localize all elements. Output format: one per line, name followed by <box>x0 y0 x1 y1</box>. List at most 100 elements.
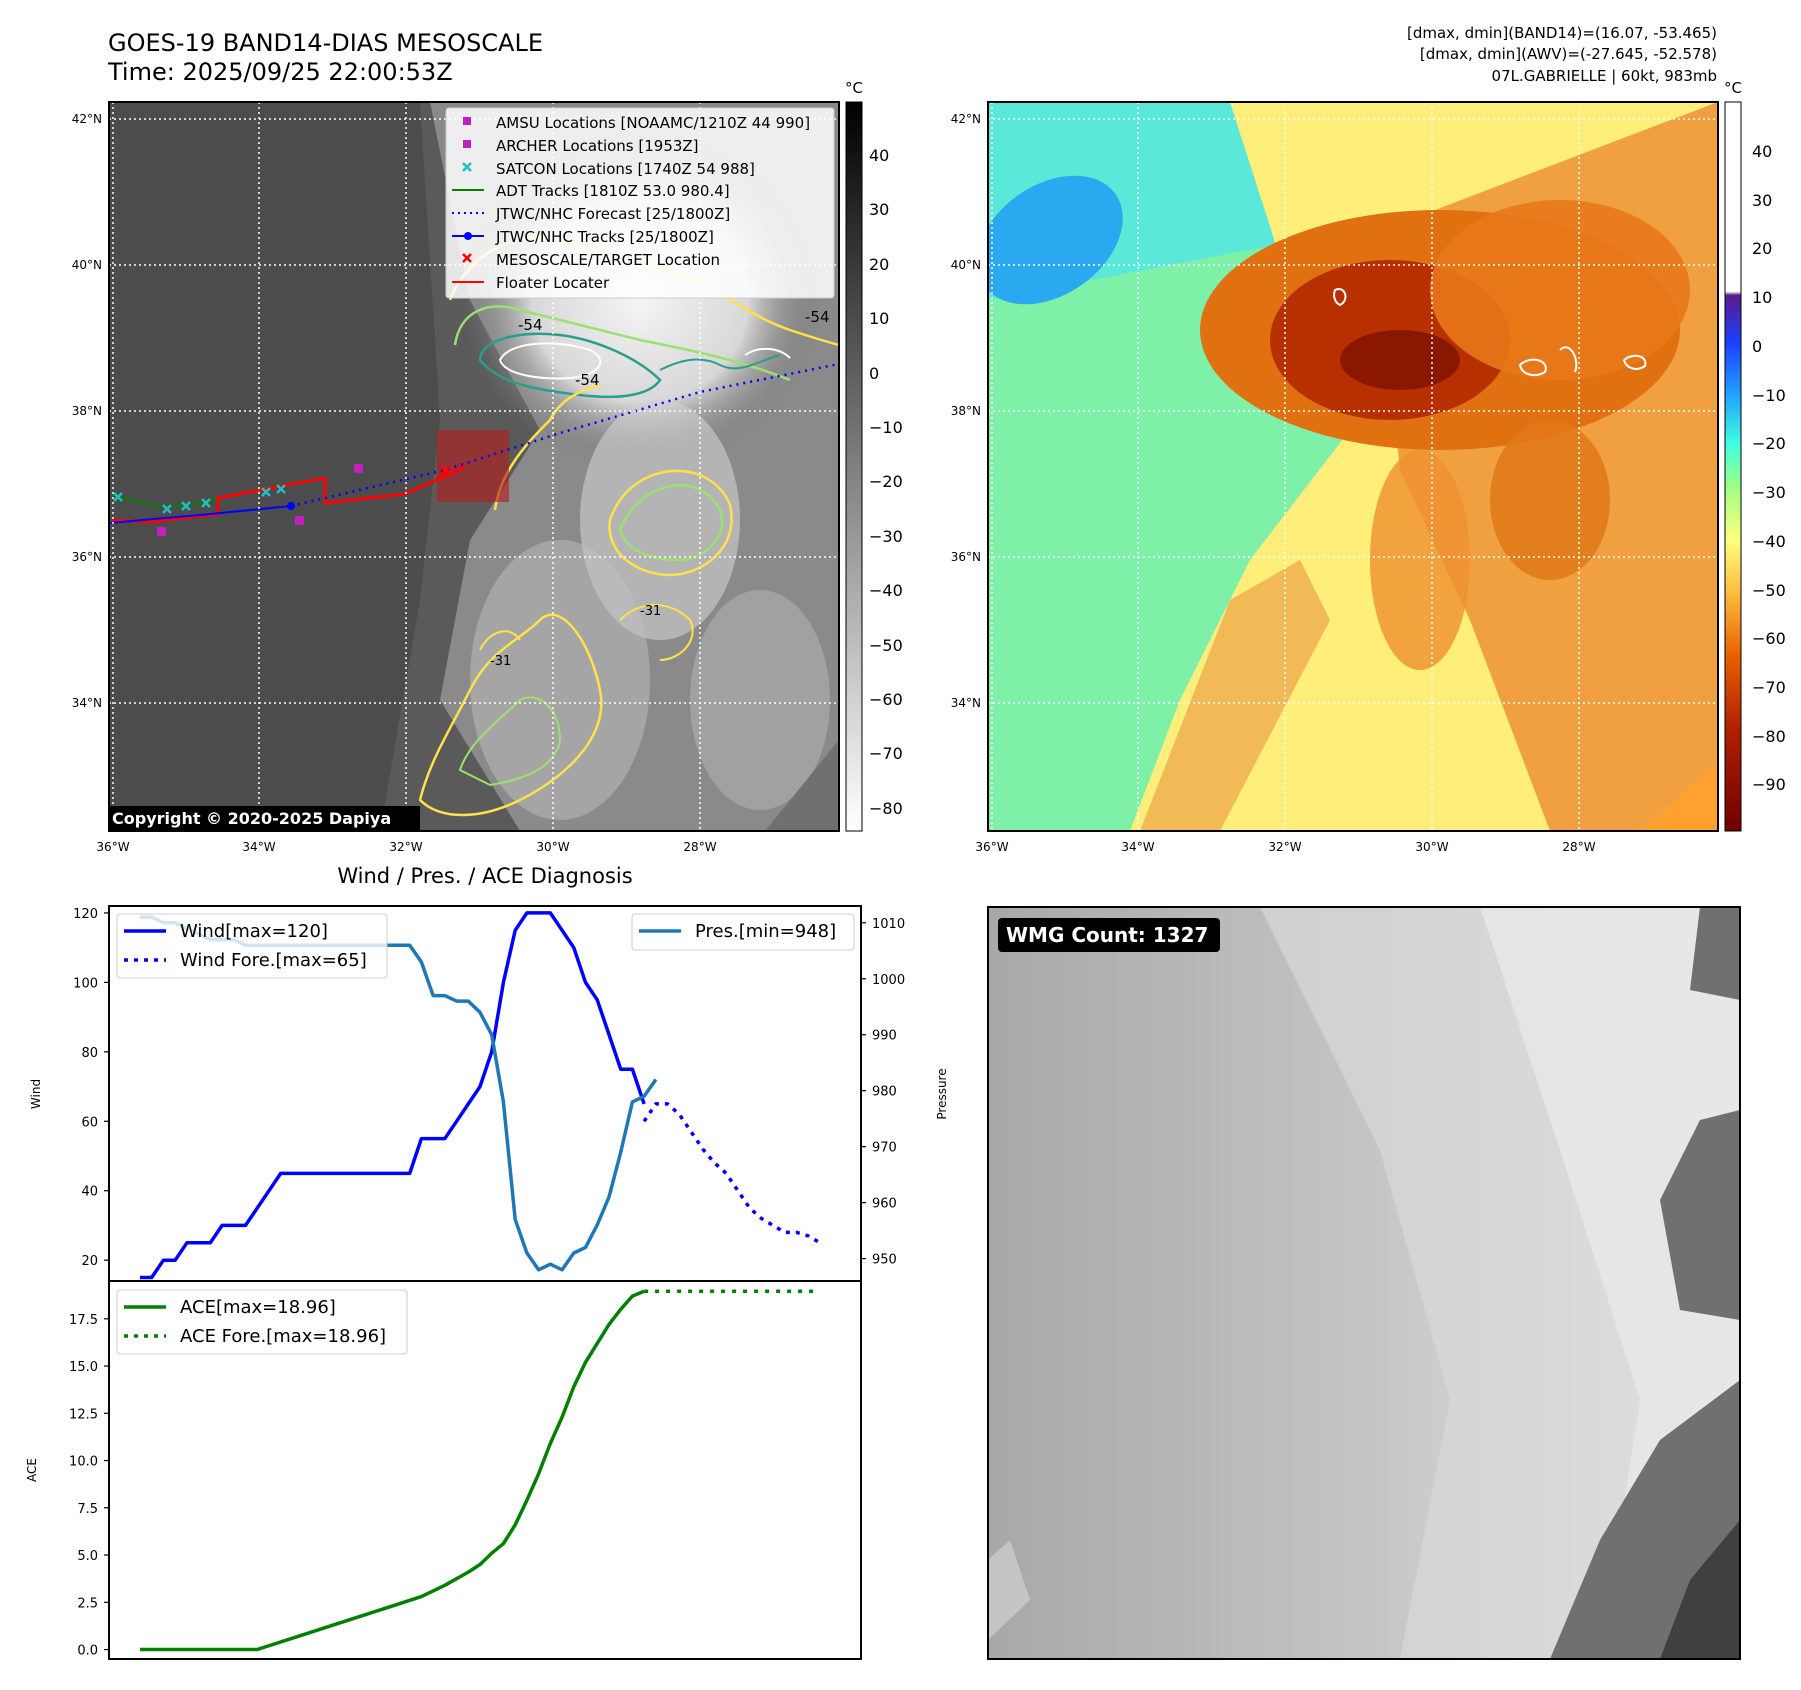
contour-label: -54 <box>575 371 600 389</box>
wmg-panel: WMG Count: 1327 <box>987 906 1741 1660</box>
colorbar-tick: 0 <box>1752 337 1762 356</box>
lat-label: 40°N <box>951 258 981 272</box>
pressure-axis-label: Pressure <box>935 1068 949 1119</box>
colorbar-tick: 20 <box>869 255 889 274</box>
gray-colorbar: °C 40 30 20 10 0 −10 −20 −30 −40 −50 −60… <box>845 79 903 832</box>
lon-label: 36°W <box>96 840 129 854</box>
lon-label: 30°W <box>1415 840 1448 854</box>
jtwc-forecast-track <box>290 362 839 508</box>
awv-range: [dmax, dmin](AWV)=(-27.645, -52.578) <box>1420 45 1717 63</box>
colorbar-tick: −40 <box>869 581 903 600</box>
legend-archer-marker <box>463 140 471 148</box>
jtwc-track <box>109 505 292 524</box>
legend-ace: ACE[max=18.96] <box>180 1297 336 1318</box>
ace-tick-label: 15.0 <box>69 1360 98 1375</box>
lat-label: 38°N <box>72 404 102 418</box>
gray-colorbar-unit: °C <box>845 79 863 97</box>
colorbar-tick: −70 <box>869 744 903 763</box>
ace-tick-label: 7.5 <box>77 1502 98 1517</box>
ace-tick-label: 2.5 <box>77 1596 98 1611</box>
pressure-legend: Pres.[min=948] <box>631 913 855 951</box>
lat-label: 42°N <box>72 112 102 126</box>
colorbar-tick: −30 <box>1752 483 1786 502</box>
ace-tick-label: 12.5 <box>69 1407 98 1422</box>
legend-item-amsu: AMSU Locations [NOAAMC/1210Z 44 990] <box>496 114 810 132</box>
colorbar-tick: 0 <box>869 364 879 383</box>
wind-ticks: 20 40 60 80 100 120 <box>73 907 109 1269</box>
ace-ticks: 0.0 2.5 5.0 7.5 10.0 12.5 15.0 17.5 <box>69 1313 109 1659</box>
lon-label: 30°W <box>536 840 569 854</box>
pressure-tick-label: 1000 <box>872 973 905 988</box>
colorbar-tick: −10 <box>869 418 903 437</box>
ir-map-panel: -54 -54 -54 -31 -31 <box>72 101 840 854</box>
legend-pres: Pres.[min=948] <box>695 921 836 942</box>
copyright-text: Copyright © 2020-2025 Dapiya <box>112 809 391 828</box>
colorbar-tick: −80 <box>1752 727 1786 746</box>
legend-item-floater: Floater Locater <box>496 274 610 292</box>
series-wind-line <box>140 911 646 1280</box>
color-colorbar-unit: °C <box>1724 79 1742 97</box>
color-map-panel: 42°N 40°N 38°N 36°N 34°N 36°W 34°W 32°W … <box>951 101 1719 854</box>
series-ace-line <box>140 1289 645 1652</box>
colorbar-tick: −50 <box>1752 581 1786 600</box>
wind-axis-label: Wind <box>29 1079 43 1109</box>
colorbar-tick: −20 <box>1752 434 1786 453</box>
lat-label: 34°N <box>72 696 102 710</box>
wind-legend: Wind[max=120] Wind Fore.[max=65] <box>116 913 388 979</box>
pressure-tick-label: 950 <box>872 1253 897 1268</box>
wind-tick-label: 60 <box>81 1115 98 1130</box>
pressure-ticks: 950 960 970 980 990 1000 1010 <box>861 917 905 1268</box>
legend-item-satcon: SATCON Locations [1740Z 54 988] <box>496 160 755 178</box>
ace-chart: ACE 0.0 2.5 5.0 7.5 10.0 12.5 15.0 17.5 ACE[max… <box>25 1280 862 1660</box>
amsu-marker <box>157 527 166 536</box>
wind-tick-label: 20 <box>81 1254 98 1269</box>
satcon-markers <box>113 484 286 514</box>
colorbar-tick: −10 <box>1752 386 1786 405</box>
mesoscale-target-box <box>437 430 509 502</box>
colorbar-tick: −90 <box>1752 775 1786 794</box>
legend-item-target: MESOSCALE/TARGET Location <box>496 251 720 269</box>
legend-item-adt: ADT Tracks [1810Z 53.0 980.4] <box>496 182 730 200</box>
pressure-tick-label: 980 <box>872 1085 897 1100</box>
colorbar-tick: −60 <box>869 690 903 709</box>
pressure-tick-label: 1010 <box>872 917 905 932</box>
colorbar-tick: −80 <box>869 799 903 818</box>
colorbar-tick: −60 <box>1752 629 1786 648</box>
colorbar-tick: 30 <box>1752 191 1772 210</box>
ace-lines <box>140 1289 820 1652</box>
lat-label: 36°N <box>951 550 981 564</box>
storm-info: 07L.GABRIELLE | 60kt, 983mb <box>1492 67 1717 85</box>
pressure-tick-label: 970 <box>872 1141 897 1156</box>
wind-tick-label: 120 <box>73 907 98 922</box>
colorbar-tick: 10 <box>1752 288 1772 307</box>
colorbar-tick: 30 <box>869 200 889 219</box>
colorbar-tick: 40 <box>869 146 889 165</box>
wind-pressure-chart: Wind Pressure 20 40 60 80 100 120 950 960 970 98… <box>29 905 949 1282</box>
legend-wind: Wind[max=120] <box>180 921 328 942</box>
wind-tick-label: 40 <box>81 1185 98 1200</box>
wind-tick-label: 100 <box>73 976 98 991</box>
colorbar-tick: −50 <box>869 636 903 655</box>
lon-label: 32°W <box>1268 840 1301 854</box>
legend-wind-fore: Wind Fore.[max=65] <box>180 950 367 971</box>
lon-label: 36°W <box>975 840 1008 854</box>
ace-tick-label: 10.0 <box>69 1455 98 1470</box>
lon-label: 28°W <box>1562 840 1595 854</box>
amsu-marker <box>295 516 304 525</box>
lon-label: 34°W <box>1121 840 1154 854</box>
wind-tick-label: 80 <box>81 1046 98 1061</box>
ace-tick-label: 17.5 <box>69 1313 98 1328</box>
colorbar-tick: 10 <box>869 309 889 328</box>
legend-item-tracks: JTWC/NHC Tracks [25/1800Z] <box>495 228 714 246</box>
pressure-tick-label: 990 <box>872 1029 897 1044</box>
color-imagery <box>988 102 1718 831</box>
legend-item-archer: ARCHER Locations [1953Z] <box>496 137 699 155</box>
mesoscale-target-marker <box>438 464 452 478</box>
band14-range: [dmax, dmin](BAND14)=(16.07, -53.465) <box>1407 24 1717 42</box>
contour-label: -31 <box>490 654 511 669</box>
colorbar-tick: −70 <box>1752 678 1786 697</box>
legend-ace-fore: ACE Fore.[max=18.96] <box>180 1326 386 1347</box>
legend-amsu-marker <box>463 117 471 125</box>
legend-satcon-marker <box>462 162 472 172</box>
copyright-box <box>108 806 420 830</box>
